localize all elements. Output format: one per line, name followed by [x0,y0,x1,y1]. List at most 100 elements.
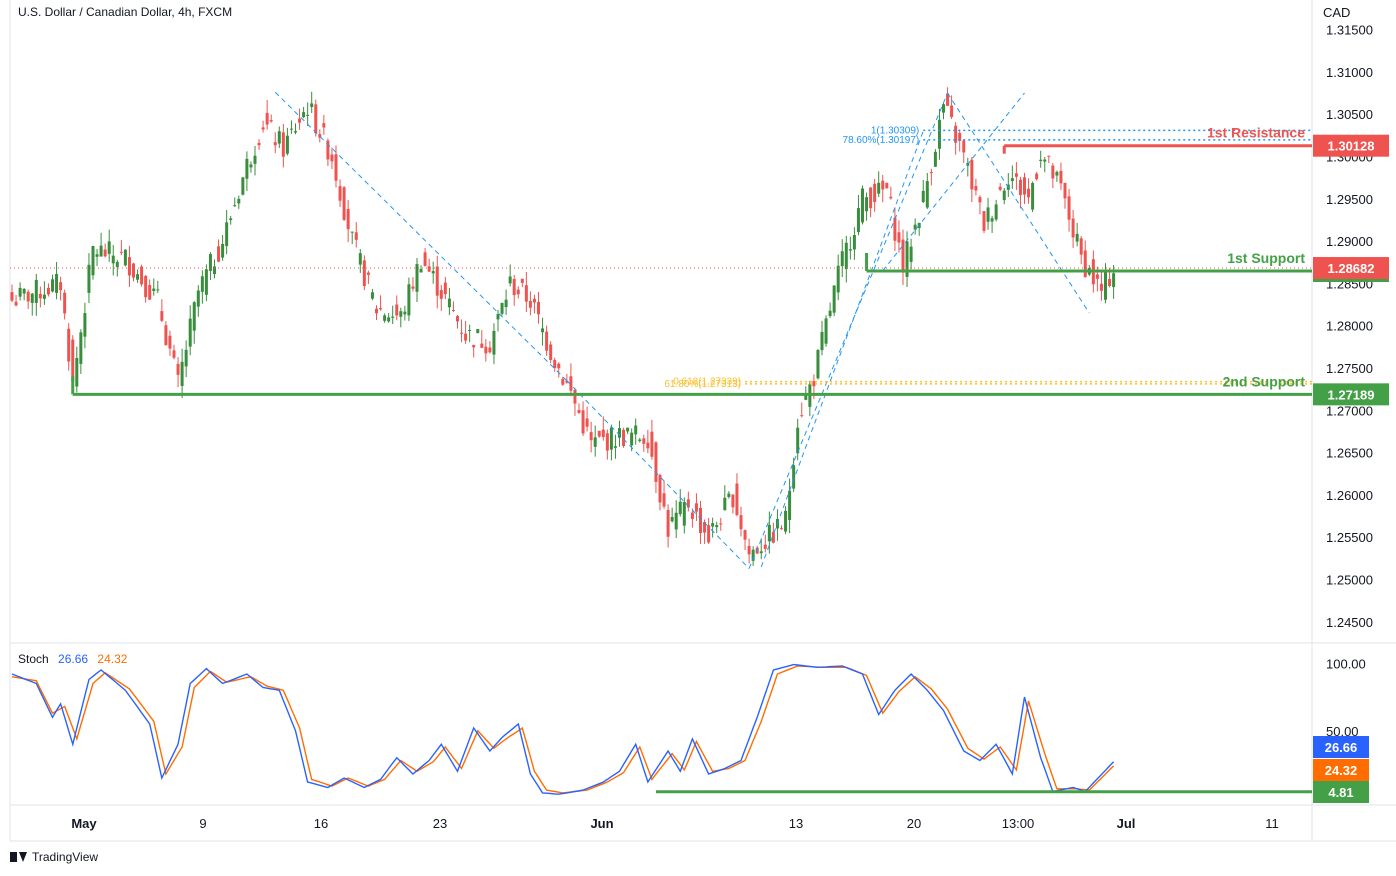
stoch-badge-text-support: 4.81 [1328,785,1353,800]
candle-body [91,246,95,276]
candle-body [148,285,152,300]
candle-body [694,503,698,512]
candle-body [273,142,277,146]
candle-body [451,309,455,311]
grid [9,0,1396,842]
candle-body [516,289,520,295]
candle-body [933,151,937,167]
price-tick-label: 1.26500 [1326,446,1373,461]
time-tick-label: 13 [789,816,803,831]
candle-body [577,409,581,413]
candle-body [241,177,245,195]
stoch-badge-text-d: 24.32 [1325,763,1358,778]
level-label: 1st Support [1227,250,1305,266]
candle-body [395,304,399,316]
candle-body [289,128,293,130]
candle-body [869,187,873,209]
level-badge-text: 1.27189 [1328,387,1375,402]
candle-body [221,243,225,258]
candle-body [889,196,893,199]
time-tick-label: 13:00 [1002,816,1035,831]
candle-body [719,523,723,525]
tradingview-brand[interactable]: TradingView [10,850,98,864]
candle-body [1112,273,1116,288]
candle-body [844,242,848,270]
candle-body [739,515,743,530]
candle-body [456,316,459,322]
candle-body [119,251,123,253]
candle-body [42,294,46,299]
candle-body [958,132,962,141]
candle-body [370,292,374,299]
candle-body [686,499,690,508]
candle-body [322,123,326,128]
candle-body [666,509,670,537]
fib-gold-label: 61.80%(1.27313) [664,379,741,390]
candle-body [800,415,804,417]
candle-body [1079,238,1083,255]
candle-body [407,284,411,316]
candle-body [253,155,257,164]
candle-body [1075,233,1079,242]
stoch-legend[interactable]: Stoch 26.66 24.32 [18,652,127,666]
candle-body [788,490,792,520]
candle-body [942,104,945,113]
current-price-badge-text: 1.28682 [1328,261,1375,276]
candle-body [581,410,585,434]
candle-body [885,182,889,189]
candle-body [387,317,391,322]
candle-body [946,93,950,106]
level-label: 1st Resistance [1207,125,1305,141]
time-tick-label: May [71,816,97,831]
candle-body [75,357,79,387]
candle-body [277,131,281,144]
candle-body [1023,177,1026,195]
candle-body [565,380,569,383]
candle-body [699,507,702,534]
level-label: 2nd Support [1223,373,1306,389]
candle-body [285,135,289,154]
fib-blue-label: 1(1.30309) [871,125,919,136]
candle-body [87,264,91,293]
fib-blue-label: 78.60%(1.30197) [843,135,920,146]
candles [10,87,1116,566]
candle-body [99,245,103,257]
candle-body [646,442,650,449]
candle-body [22,288,26,294]
candle-body [561,378,565,385]
candle-body [10,292,14,301]
fib-gold-label: 0.618(1.27339) [673,377,741,388]
candle-body [358,253,362,265]
candle-body [877,182,881,194]
candle-body [852,235,856,250]
candle-body [127,257,131,276]
candle-body [67,328,71,362]
candle-body [30,293,34,303]
candle-body [678,501,682,515]
price-tick-label: 1.24500 [1326,615,1373,630]
stoch-tick-label: 100.00 [1326,656,1366,671]
candle-body [658,474,662,503]
candle-body [115,261,119,267]
time-tick-label: Jun [590,816,613,831]
candle-body [618,428,621,438]
projection-line [566,380,750,569]
candle-body [63,292,67,314]
candle-body [780,528,783,530]
price-tick-label: 1.30500 [1326,107,1373,122]
current-price-badge [1313,257,1389,280]
candle-body [188,318,192,347]
candle-body [747,545,751,555]
candle-body [172,350,176,358]
candle-body [820,331,824,351]
candle-body [735,483,739,516]
candle-body [982,211,986,231]
candle-body [532,298,536,303]
candle-body [755,547,759,554]
candle-body [990,218,994,222]
candle-body [46,287,50,295]
candle-body [901,239,905,273]
candle-body [294,131,297,133]
candle-body [921,190,925,203]
